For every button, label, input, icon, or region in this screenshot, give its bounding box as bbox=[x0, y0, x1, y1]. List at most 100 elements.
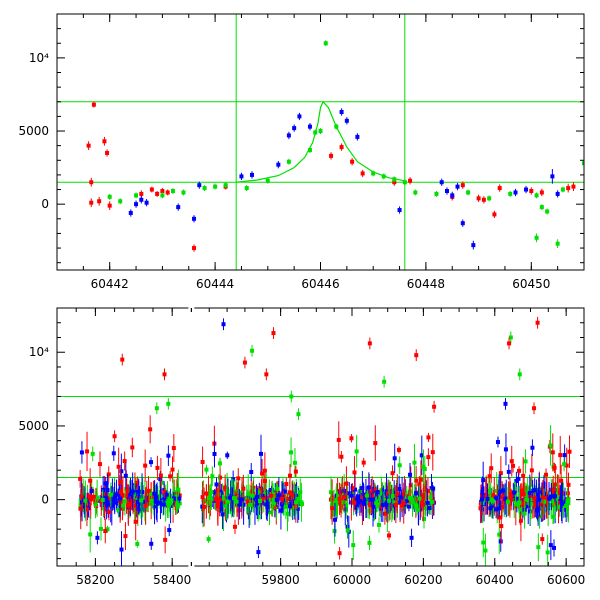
season-3-point bbox=[480, 489, 485, 494]
season-2-point bbox=[412, 494, 417, 499]
season-1-point bbox=[214, 497, 219, 502]
season-2-point bbox=[366, 485, 371, 490]
season-0-point bbox=[87, 494, 92, 499]
season-0-point bbox=[117, 496, 122, 501]
outlier-point-1 bbox=[162, 372, 167, 377]
blue-point bbox=[276, 162, 281, 167]
season-0-point bbox=[108, 492, 113, 497]
season-0-point bbox=[153, 488, 158, 493]
season-0-point bbox=[88, 496, 93, 501]
season-2-point bbox=[392, 456, 397, 461]
season-2-point bbox=[395, 491, 400, 496]
outlier-point-3 bbox=[154, 406, 159, 411]
season-2-point bbox=[335, 501, 340, 506]
outlier-point-20 bbox=[532, 406, 537, 411]
season-1-point bbox=[220, 501, 225, 506]
season-2-point bbox=[336, 494, 341, 499]
season-3-point bbox=[559, 478, 564, 483]
season-0-point bbox=[170, 493, 175, 498]
red-point bbox=[529, 189, 534, 194]
outlier-point-6 bbox=[242, 360, 247, 365]
season-2-point bbox=[382, 511, 387, 516]
season-2-point bbox=[421, 464, 426, 469]
green-point bbox=[107, 194, 112, 199]
season-2-point bbox=[342, 494, 347, 499]
model-curve bbox=[236, 100, 405, 183]
season-2-point bbox=[427, 506, 432, 511]
season-0-point bbox=[116, 508, 121, 513]
blue-point bbox=[513, 190, 518, 195]
season-1-point bbox=[292, 460, 297, 465]
season-3-point bbox=[488, 499, 493, 504]
season-0-point bbox=[127, 493, 132, 498]
season-0-point bbox=[105, 488, 110, 493]
season-3-point bbox=[530, 445, 535, 450]
season-3-point bbox=[518, 504, 523, 509]
green-point bbox=[181, 190, 186, 195]
season-3-point bbox=[507, 495, 512, 500]
season-0-point bbox=[120, 492, 125, 497]
green-point bbox=[202, 186, 207, 191]
plot-area bbox=[57, 14, 584, 270]
season-0-point bbox=[144, 491, 149, 496]
blue-point bbox=[339, 110, 344, 115]
outlier-point-10 bbox=[289, 394, 294, 399]
season-2-point bbox=[414, 478, 419, 483]
season-3-point bbox=[547, 496, 552, 501]
season-0-point bbox=[103, 481, 108, 486]
season-2-point bbox=[422, 466, 427, 471]
red-point bbox=[97, 199, 102, 204]
green-point bbox=[545, 209, 550, 214]
outlier-point-21 bbox=[503, 401, 508, 406]
season-1-point bbox=[235, 489, 240, 494]
x-tick-label: 60450 bbox=[512, 277, 550, 291]
season-2-point bbox=[384, 489, 389, 494]
x-tick-label: 59800 bbox=[262, 573, 300, 587]
blue-point bbox=[455, 184, 460, 189]
season-3-point bbox=[522, 511, 527, 516]
season-1-point bbox=[215, 494, 220, 499]
season-3-point bbox=[525, 497, 530, 502]
season-0-point bbox=[111, 451, 116, 456]
season-0-point bbox=[149, 495, 154, 500]
season-2-point bbox=[355, 496, 360, 501]
season-3-point bbox=[488, 506, 493, 511]
x-tick-label: 60448 bbox=[407, 277, 445, 291]
season-2-point bbox=[381, 497, 386, 502]
season-2-point bbox=[426, 435, 431, 440]
season-2-point bbox=[363, 496, 368, 501]
season-3-point bbox=[559, 499, 564, 504]
season-2-point bbox=[361, 501, 366, 506]
season-3-point bbox=[500, 494, 505, 499]
season-3-point bbox=[490, 503, 495, 508]
season-2-point bbox=[407, 493, 412, 498]
outlier-point-11 bbox=[296, 412, 301, 417]
season-2-point bbox=[422, 505, 427, 510]
red-point bbox=[102, 139, 107, 144]
season-1-point bbox=[285, 496, 290, 501]
season-3-point bbox=[514, 497, 519, 502]
green-point bbox=[286, 159, 291, 164]
season-1-point bbox=[296, 496, 301, 501]
season-2-point bbox=[344, 481, 349, 486]
season-1-point bbox=[241, 486, 246, 491]
season-2-point bbox=[386, 501, 391, 506]
season-1-point bbox=[259, 488, 264, 493]
season-0-point bbox=[90, 451, 95, 456]
season-3-point bbox=[494, 496, 499, 501]
season-1-point bbox=[217, 461, 222, 466]
season-3-point bbox=[552, 465, 557, 470]
season-1-point bbox=[282, 501, 287, 506]
season-1-point bbox=[219, 507, 224, 512]
season-2-point bbox=[399, 495, 404, 500]
x-tick-label: 58200 bbox=[76, 573, 114, 587]
blue-point bbox=[355, 134, 360, 139]
season-3-point bbox=[523, 459, 528, 464]
season-2-point bbox=[352, 500, 357, 505]
season-1-point bbox=[237, 498, 242, 503]
season-2-point bbox=[398, 500, 403, 505]
season-2-point bbox=[419, 453, 424, 458]
season-1-point bbox=[274, 498, 279, 503]
season-3-point bbox=[503, 496, 508, 501]
green-point bbox=[307, 148, 312, 153]
